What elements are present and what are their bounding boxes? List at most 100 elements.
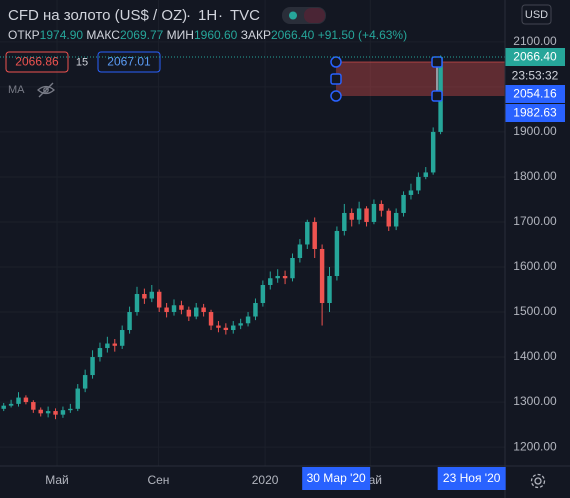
position-zone[interactable] (336, 62, 505, 96)
ohlc-label: МИН (167, 28, 194, 42)
source: TVC (230, 7, 260, 24)
y-tick-label: 2100.00 (513, 34, 557, 48)
settings-icon[interactable] (530, 473, 546, 489)
ohlc-value: 1960.60 (194, 28, 238, 42)
handle[interactable] (330, 90, 342, 102)
countdown: 23:53:32 (512, 69, 559, 83)
hide-icon[interactable] (37, 82, 55, 98)
currency-button[interactable] (521, 4, 552, 25)
candle-body (127, 312, 132, 331)
candle-body (60, 410, 66, 415)
ohlc-label: МАКС (86, 28, 120, 42)
candle-body (1, 405, 6, 409)
y-tick-label: 1200.00 (513, 439, 557, 453)
crosshair-date: 30 Мар '20 (307, 471, 366, 485)
candle-body (319, 248, 325, 304)
handle[interactable] (330, 56, 342, 68)
candle-body (327, 275, 332, 304)
candle-body (379, 203, 384, 211)
candle-body (201, 307, 206, 313)
candle-body (90, 357, 95, 376)
candle-body (194, 307, 199, 317)
candle-body (119, 330, 125, 346)
last-price-tag (505, 48, 565, 66)
y-tick-label: 1700.00 (513, 214, 557, 228)
buy-button[interactable] (97, 51, 161, 73)
handle[interactable] (431, 90, 443, 102)
upper-tag (505, 85, 565, 103)
crosshair-date-tag (437, 467, 506, 490)
candle-body (16, 397, 21, 404)
candle-body (334, 230, 340, 276)
candle-body (112, 343, 117, 346)
spread: 15 (76, 56, 88, 68)
y-tick-label: 1500.00 (513, 304, 557, 318)
candle-body (290, 257, 295, 279)
candle-body (156, 291, 162, 308)
x-tick-label: Сен (147, 473, 169, 487)
candle-body (349, 212, 354, 220)
candle-body (53, 411, 58, 415)
countdown-tag (505, 67, 565, 85)
last-price: 2066.40 (513, 50, 557, 64)
candle-body (75, 388, 80, 409)
candle-body (149, 291, 155, 299)
buy-price[interactable]: 2067.01 (107, 55, 151, 69)
candle-body (416, 176, 421, 191)
candle-body (297, 244, 303, 258)
candle-body (401, 194, 406, 213)
separator: · (218, 7, 223, 24)
indicator-label[interactable]: MA (8, 84, 25, 96)
candle-body (371, 203, 377, 222)
candle-body (8, 403, 14, 406)
y-tick-label: 1900.00 (513, 124, 557, 138)
y-tick-label: 1600.00 (513, 259, 557, 273)
handle[interactable] (330, 73, 342, 85)
candle-body (223, 327, 229, 331)
overlay (330, 56, 505, 102)
x-tick-label: Май (45, 473, 69, 487)
candle-body (231, 325, 236, 331)
crosshair-date-tag (302, 467, 371, 490)
candles (1, 55, 443, 420)
sell-price[interactable]: 2066.86 (15, 55, 59, 69)
candle-body (38, 409, 43, 414)
candle-body (238, 323, 243, 326)
crosshair-date: 23 Ноя '20 (443, 471, 501, 485)
currency[interactable]: USD (525, 9, 548, 21)
candle-body (31, 402, 36, 410)
handle[interactable] (431, 56, 443, 68)
candle-body (245, 316, 251, 324)
candle-body (356, 208, 362, 220)
sell-button[interactable] (5, 51, 69, 73)
candle-body (68, 408, 73, 411)
ohlc-value: 2069.77 (120, 28, 164, 42)
candle-body (186, 309, 192, 317)
candle-body (268, 278, 273, 286)
candle-body (430, 131, 436, 173)
lower-tag (505, 104, 565, 122)
candle-body (164, 307, 169, 313)
candle-body (393, 212, 399, 227)
candle-body (216, 325, 221, 328)
candle-body (275, 275, 280, 279)
y-tick-label: 1300.00 (513, 394, 557, 408)
candle-body (342, 212, 347, 231)
symbol-title[interactable]: CFD на золото (US$ / OZ) (8, 7, 187, 24)
interval[interactable]: 1H (198, 7, 217, 24)
candle-body (82, 375, 88, 389)
candle-body (260, 285, 266, 304)
candle-body (179, 305, 184, 310)
change: +91.50 (+4.63%) (318, 28, 407, 42)
candle-body (45, 411, 51, 414)
candle-body (423, 172, 428, 177)
upper-price: 2054.16 (513, 87, 557, 101)
candle-body (253, 303, 258, 317)
separator: · (186, 7, 191, 24)
candle-body (282, 275, 288, 279)
ohlc-row: ОТКР1974.90 МАКС2069.77 МИН1960.60 ЗАКР2… (8, 28, 407, 42)
candle-body (97, 348, 103, 358)
